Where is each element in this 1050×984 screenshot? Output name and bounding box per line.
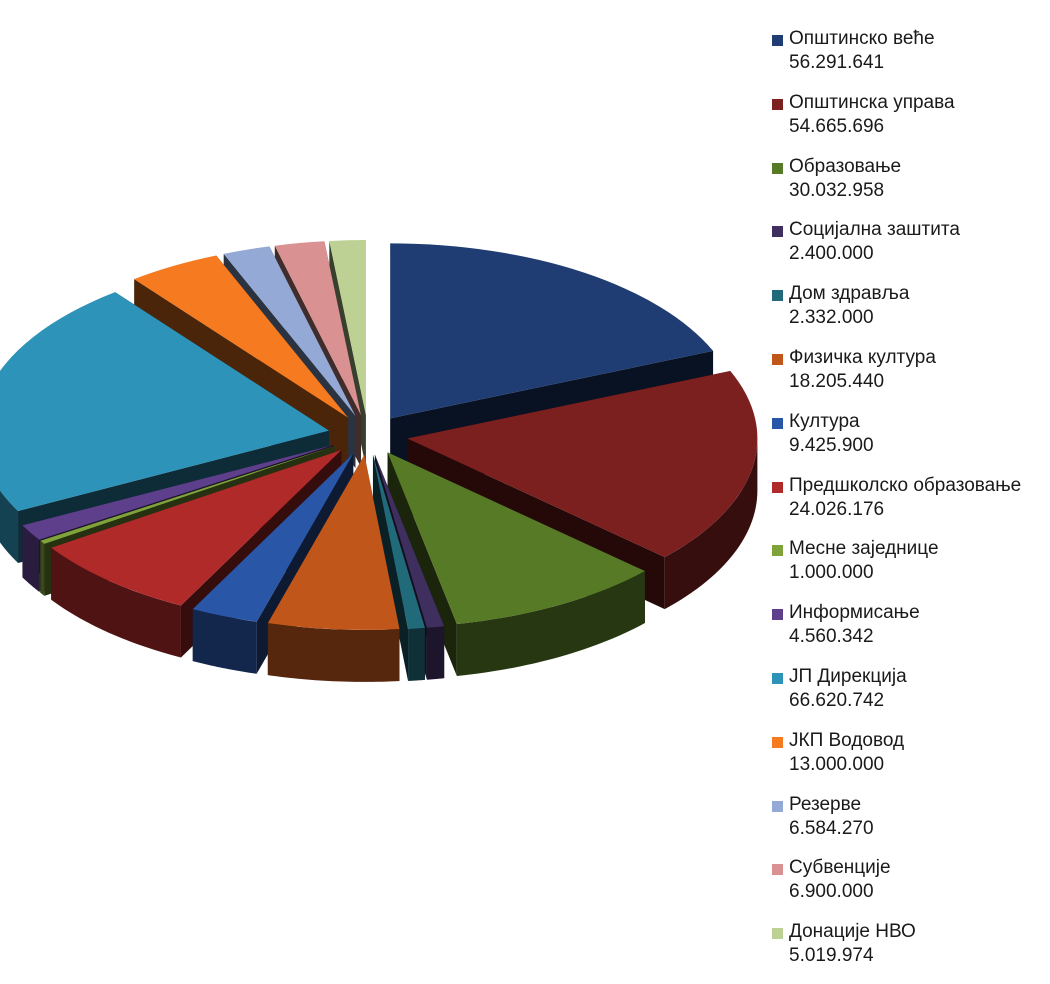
legend-swatch bbox=[772, 481, 783, 493]
legend-entry: Образовање 30.032.958 bbox=[772, 155, 1047, 219]
legend-value: 18.205.440 bbox=[789, 370, 885, 392]
legend-swatch bbox=[772, 672, 783, 684]
slice-side bbox=[40, 540, 45, 596]
legend-swatch bbox=[772, 98, 783, 110]
pie-slice bbox=[22, 445, 334, 540]
legend-swatch bbox=[772, 609, 783, 621]
legend-value: 13.000.000 bbox=[789, 753, 885, 775]
legend-swatch bbox=[772, 545, 783, 557]
slice-wall bbox=[372, 454, 409, 681]
legend-value: 4.560.342 bbox=[789, 626, 874, 648]
legend-entry: Резерве 6.584.270 bbox=[772, 793, 1047, 857]
legend: Општинско веће 56.291.641 Општинска управа… bbox=[772, 27, 1047, 984]
legend-value: 30.032.958 bbox=[789, 179, 885, 201]
legend-label: Резерве bbox=[789, 793, 862, 815]
legend-swatch bbox=[772, 290, 783, 302]
legend-swatch bbox=[772, 417, 783, 429]
slice-side bbox=[426, 626, 445, 680]
pie-slice bbox=[223, 246, 356, 416]
pie-slice bbox=[134, 255, 349, 418]
legend-value: 6.584.270 bbox=[789, 817, 874, 839]
legend-swatch bbox=[772, 35, 783, 46]
legend-entry: ЈКП Водовод 13.000.000 bbox=[772, 729, 1047, 793]
slice-side bbox=[267, 623, 400, 682]
legend-swatch bbox=[772, 353, 783, 365]
pie-slice bbox=[274, 241, 361, 416]
legend-entry: Информисање 4.560.342 bbox=[772, 601, 1047, 665]
pie-slice bbox=[40, 446, 335, 544]
legend-value: 66.620.742 bbox=[789, 689, 885, 711]
legend-value: 24.026.176 bbox=[789, 498, 885, 520]
legend-swatch bbox=[772, 226, 783, 238]
legend-swatch bbox=[772, 162, 783, 174]
legend-swatch bbox=[772, 800, 783, 812]
legend-entry: Социјална заштита 2.400.000 bbox=[772, 218, 1047, 282]
legend-entry: Физичка култура 18.205.440 bbox=[772, 346, 1047, 410]
slice-side bbox=[22, 525, 40, 592]
legend-swatch bbox=[772, 928, 783, 940]
legend-label: Социјална заштита bbox=[789, 219, 960, 241]
legend-label: Информисање bbox=[789, 602, 920, 624]
legend-label: Субвенције bbox=[789, 857, 891, 879]
legend-label: Општинско веће bbox=[789, 28, 935, 49]
legend-entry: Субвенције 6.900.000 bbox=[772, 856, 1047, 920]
legend-value: 2.332.000 bbox=[789, 307, 874, 329]
slice-side bbox=[456, 571, 645, 676]
pie-slice bbox=[390, 243, 714, 419]
legend-swatch bbox=[772, 864, 783, 876]
pie-slice bbox=[0, 292, 329, 512]
legend-value: 6.900.000 bbox=[789, 881, 874, 903]
legend-label: ЈП Дирекција bbox=[789, 665, 907, 687]
legend-entry: Дом здравља 2.332.000 bbox=[772, 282, 1047, 346]
legend-entry: Општинска управа 54.665.696 bbox=[772, 91, 1047, 155]
pie-slice bbox=[407, 370, 758, 558]
legend-label: ЈКП Водовод bbox=[789, 729, 905, 751]
legend-swatch bbox=[772, 736, 783, 748]
pie-slice bbox=[192, 453, 354, 622]
legend-label: Култура bbox=[789, 410, 860, 432]
legend-entry: ЈП Дирекција 66.620.742 bbox=[772, 665, 1047, 729]
legend-label: Дом здравља bbox=[789, 283, 910, 305]
legend-entry: Култура 9.425.900 bbox=[772, 410, 1047, 474]
legend-value: 5.019.974 bbox=[789, 945, 874, 967]
slice-side bbox=[51, 547, 181, 658]
slice-side bbox=[664, 438, 758, 610]
legend-entry: Општинско веће 56.291.641 bbox=[772, 27, 1047, 91]
legend-entry: Предшколско образовање 24.026.176 bbox=[772, 474, 1047, 538]
legend-label: Донације НВО bbox=[789, 921, 916, 943]
pie-slice bbox=[329, 240, 366, 416]
legend-label: Физичка култура bbox=[789, 346, 936, 368]
legend-value: 9.425.900 bbox=[789, 434, 874, 456]
legend-value: 2.400.000 bbox=[789, 243, 874, 265]
pie-slice bbox=[372, 454, 425, 629]
slice-side bbox=[192, 609, 257, 674]
legend-entry: Донације НВО 5.019.974 bbox=[772, 920, 1047, 984]
pie-slice bbox=[374, 454, 445, 628]
legend-value: 54.665.696 bbox=[789, 115, 885, 137]
slice-side bbox=[0, 490, 19, 564]
legend-label: Образовање bbox=[789, 155, 902, 177]
legend-label: Предшколско образовање bbox=[789, 474, 1022, 496]
pie-tops bbox=[0, 240, 758, 630]
pie-slice bbox=[51, 449, 342, 606]
legend-label: Општинска управа bbox=[789, 91, 955, 113]
legend-entry: Месне заједнице 1.000.000 bbox=[772, 537, 1047, 601]
legend-label: Месне заједнице bbox=[789, 538, 939, 560]
slice-side bbox=[408, 627, 425, 681]
pie-slice bbox=[267, 454, 400, 630]
pie-slice bbox=[387, 452, 645, 624]
legend-value: 1.000.000 bbox=[789, 562, 874, 584]
legend-value: 56.291.641 bbox=[789, 52, 885, 73]
pie-chart bbox=[0, 240, 758, 682]
